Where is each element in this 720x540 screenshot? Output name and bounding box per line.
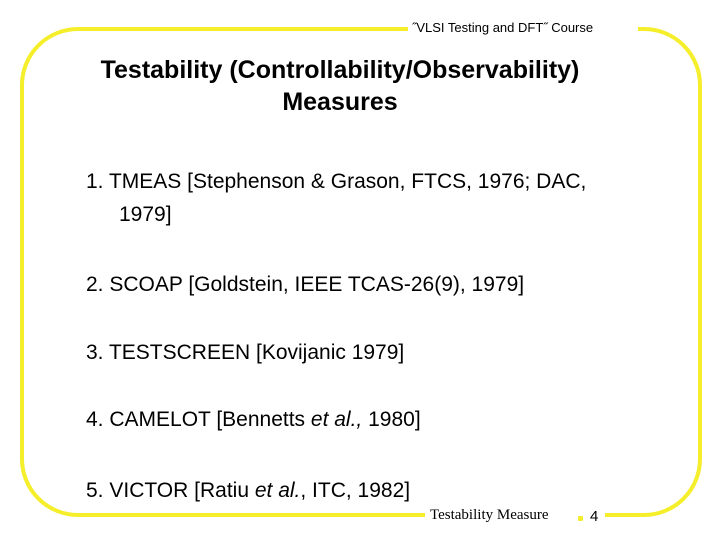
header-mask — [408, 18, 638, 38]
list-item-emphasis: et al., — [310, 408, 363, 431]
slide-frame — [20, 27, 702, 517]
slide-title-line-1: Testability (Controllability/Observabili… — [100, 56, 580, 84]
footer-label: Testability Measure — [430, 507, 549, 523]
slide-title: Testability (Controllability/Observabili… — [30, 54, 650, 118]
list-item: 2. SCOAP [Goldstein, IEEE TCAS-26(9), 19… — [86, 268, 686, 301]
list-item-text-end: 1980] — [362, 408, 421, 431]
list-item-text-end: , ITC, 1982] — [300, 479, 411, 502]
list-item-emphasis: et al. — [254, 479, 301, 502]
course-title: ˝VLSI Testing and DFT˝ Course — [412, 20, 594, 35]
page-number: 4 — [590, 508, 599, 525]
list-item-text: 4. CAMELOT [Bennetts — [86, 408, 311, 431]
footer-bullet-icon — [578, 516, 583, 521]
list-item: 4. CAMELOT [Bennetts et al., 1980] — [86, 403, 686, 436]
list-item: 1. TMEAS [Stephenson & Grason, FTCS, 197… — [86, 165, 686, 231]
list-item: 3. TESTSCREEN [Kovijanic 1979] — [86, 336, 686, 369]
footer-mask — [425, 506, 605, 526]
list-item: 5. VICTOR [Ratiu et al., ITC, 1982] — [86, 474, 686, 507]
list-item-text: 1. TMEAS [Stephenson & Grason, FTCS, 197… — [86, 170, 587, 193]
list-item-text: 2. SCOAP [Goldstein, IEEE TCAS-26(9), 19… — [86, 273, 525, 296]
list-item-text: 3. TESTSCREEN [Kovijanic 1979] — [86, 341, 405, 364]
slide-title-line-2: Measures — [282, 88, 398, 116]
list-item-continuation: 1979] — [119, 203, 172, 226]
list-item-text: 5. VICTOR [Ratiu — [86, 479, 255, 502]
